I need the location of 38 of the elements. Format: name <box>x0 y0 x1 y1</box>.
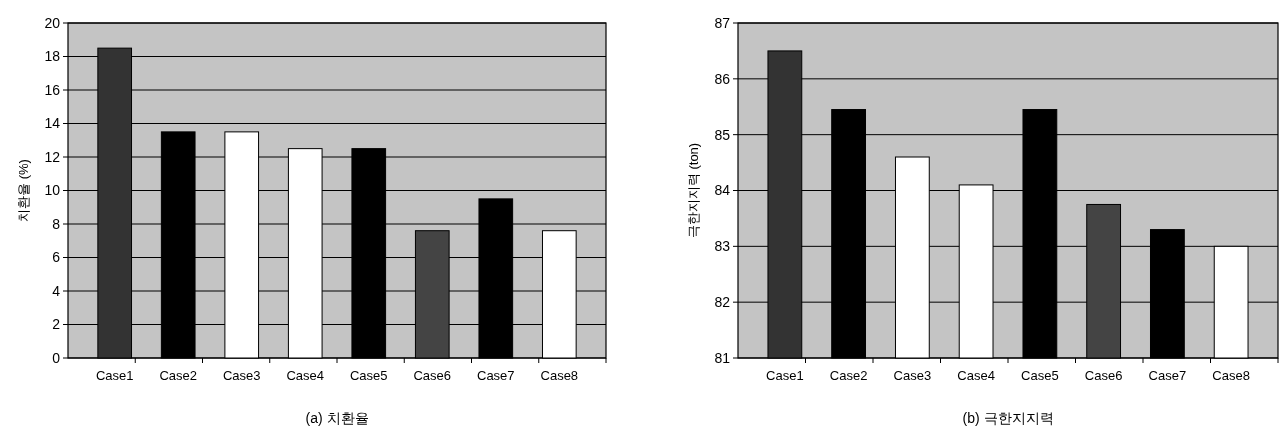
y-axis-title: 극한지지력 (ton) <box>686 142 701 239</box>
y-tick-label: 87 <box>714 14 731 31</box>
y-tick-label: 81 <box>714 349 731 366</box>
x-tick-label: Case6 <box>1084 368 1123 383</box>
y-tick-label: 2 <box>52 316 61 333</box>
x-tick-label: Case6 <box>413 368 452 383</box>
y-tick-label: 0 <box>52 349 61 366</box>
x-tick-label: Case8 <box>540 368 579 383</box>
x-tick-label: Case4 <box>286 368 325 383</box>
y-tick-label: 6 <box>52 249 61 266</box>
y-tick-label: 82 <box>714 294 731 311</box>
y-tick-label: 86 <box>714 70 731 87</box>
x-tick-label: Case1 <box>95 368 134 383</box>
y-tick-label: 14 <box>44 115 61 132</box>
y-tick-label: 85 <box>714 126 731 143</box>
x-tick-label: Case2 <box>159 368 197 383</box>
y-tick-label: 83 <box>714 238 731 255</box>
x-tick-label: Case7 <box>1148 368 1187 383</box>
x-tick-label: Case5 <box>1021 368 1059 383</box>
y-tick-label: 84 <box>714 182 731 199</box>
y-tick-label: 16 <box>44 81 61 98</box>
text: (b) 극한지지력 <box>962 410 1054 426</box>
text: (a) 치환율 <box>305 410 369 426</box>
x-tick-label: Case7 <box>477 368 515 383</box>
y-tick-label: 8 <box>52 215 61 232</box>
y-tick-label: 12 <box>44 148 61 165</box>
y-tick-label: 20 <box>44 14 61 31</box>
x-tick-label: Case3 <box>222 368 261 383</box>
y-tick-label: 4 <box>52 282 61 299</box>
x-tick-label: Case4 <box>957 368 995 383</box>
x-tick-label: Case1 <box>766 368 804 383</box>
x-tick-label: Case5 <box>349 368 388 383</box>
y-tick-label: 10 <box>44 182 61 199</box>
x-tick-label: Case2 <box>829 368 868 383</box>
y-tick-label: 18 <box>44 48 61 65</box>
x-tick-label: Case3 <box>893 368 932 383</box>
x-tick-label: Case8 <box>1212 368 1250 383</box>
y-axis-title: 치환율 (%) <box>16 159 31 222</box>
